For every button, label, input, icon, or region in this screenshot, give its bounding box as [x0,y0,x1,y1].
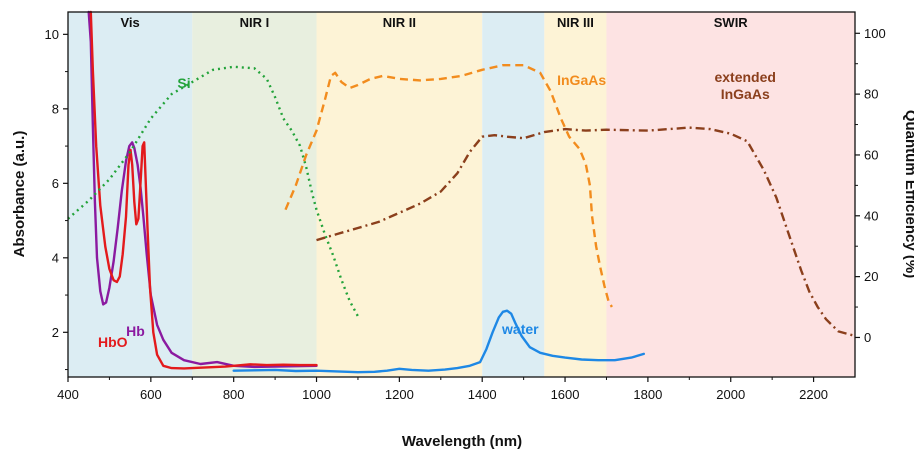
y-left-axis-title: Absorbance (a.u.) [11,131,28,258]
band-vis [68,12,193,377]
y-left-tick-label-10: 10 [45,27,59,42]
series-line-si [67,65,359,317]
band-label-swir: SWIR [714,15,749,30]
series-line-extended-ingaas [316,126,856,338]
plot-frame [67,11,856,378]
series-label-hb: Hb [126,323,145,339]
series-lines [67,10,856,374]
series-label-hbo: HbO [98,334,128,350]
series-line-ingaas [284,64,613,308]
x-tick-label-1400: 1400 [468,387,497,402]
x-tick-label-1000: 1000 [302,387,331,402]
band-nir-iii [544,12,607,377]
series-line-hb [87,10,318,369]
band-swir [606,12,855,377]
y-right-tick-label-100: 100 [864,26,886,41]
x-tick-label-2000: 2000 [716,387,745,402]
y-right-tick-label-80: 80 [864,87,878,102]
x-tick-label-1600: 1600 [551,387,580,402]
band-label-nir-iii: NIR III [557,15,594,30]
y-left-tick-label-4: 4 [52,250,59,265]
y-right-axis-title: Quantum Efficiency (%) [902,110,914,278]
series-label-si: Si [177,75,190,91]
series-label-extended-ingaas: extended InGaAs [714,69,775,102]
y-right-tick-label-40: 40 [864,208,878,223]
x-tick-label-1800: 1800 [633,387,662,402]
series-label-water: water [501,321,539,337]
y-right-tick-label-20: 20 [864,269,878,284]
series-label-ingaas: InGaAs [557,72,606,88]
x-tick-label-600: 600 [140,387,162,402]
spectral-bands: Vis NIR I NIR II NIR III SWIR [68,12,855,377]
y-left-tick-label-6: 6 [52,176,59,191]
y-right-tick-label-60: 60 [864,147,878,162]
series-line-hbo [89,10,318,370]
x-tick-label-400: 400 [57,387,79,402]
x-tick-label-1200: 1200 [385,387,414,402]
band-label-nir-i: NIR I [240,15,270,30]
y-right-tick-label-0: 0 [864,330,871,345]
y-left-tick-label-2: 2 [52,325,59,340]
band-nir-ii [316,12,483,377]
x-tick-label-800: 800 [223,387,245,402]
x-tick-label-2200: 2200 [799,387,828,402]
x-axis-title: Wavelength (nm) [402,433,522,450]
band-label-vis: Vis [120,15,139,30]
band-nir-i [192,12,317,377]
y-left-tick-label-8: 8 [52,101,59,116]
axes: 400 600 800 1000 1200 1400 1600 1800 2000 2200246… [45,11,886,402]
series-line-water [232,309,645,374]
band-label-nir-ii: NIR II [383,15,416,30]
